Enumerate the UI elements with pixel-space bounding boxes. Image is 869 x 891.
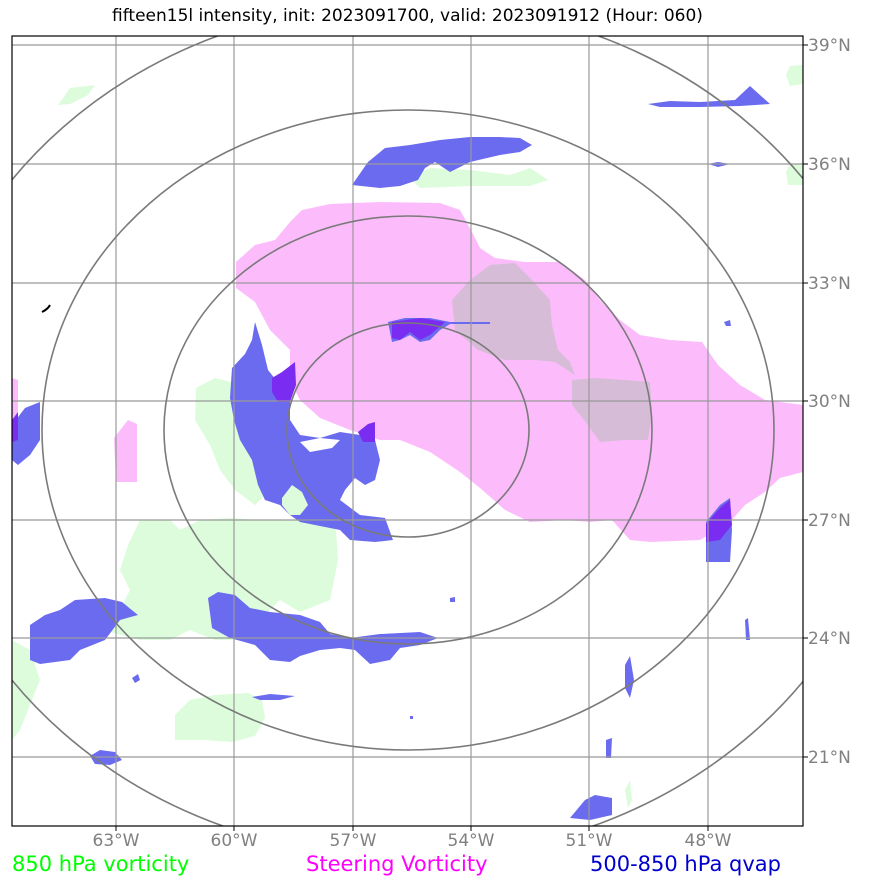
legend-qvap: 500-850 hPa qvap xyxy=(590,852,781,876)
ring-2 xyxy=(163,215,653,645)
lon-label-63w: 63°W xyxy=(93,831,140,851)
map-title: fifteen15l intensity, init: 2023091700, … xyxy=(112,6,703,26)
qvap-region xyxy=(12,86,770,820)
lon-label-54w: 54°W xyxy=(448,831,495,851)
lon-label-57w: 57°W xyxy=(330,831,377,851)
qvap-holes xyxy=(282,438,340,515)
lat-label-39n: 39°N xyxy=(808,36,851,56)
vorticity-850-region xyxy=(12,65,803,808)
plot-frame xyxy=(11,35,804,827)
lat-label-33n: 33°N xyxy=(808,274,851,294)
lat-label-30n: 30°N xyxy=(808,392,851,412)
qvap-core-region xyxy=(12,318,732,542)
lat-label-24n: 24°N xyxy=(808,629,851,649)
steering-vorticity-region xyxy=(12,202,803,542)
graticule xyxy=(12,36,803,826)
legend-steering-vorticity: Steering Vorticity xyxy=(306,852,488,876)
lat-label-27n: 27°N xyxy=(808,511,851,531)
ring-3 xyxy=(41,109,775,751)
lat-label-36n: 36°N xyxy=(808,155,851,175)
ring-1 xyxy=(286,322,530,538)
lon-label-60w: 60°W xyxy=(211,831,258,851)
lon-label-51w: 51°W xyxy=(566,831,613,851)
legend-vorticity-850: 850 hPa vorticity xyxy=(12,852,190,876)
axis-ticks xyxy=(115,44,808,831)
lat-label-21n: 21°N xyxy=(808,748,851,768)
overlap-region xyxy=(452,263,652,442)
lon-label-48w: 48°W xyxy=(685,831,732,851)
distance-rings xyxy=(12,36,803,826)
coastline-fragment xyxy=(41,304,51,313)
